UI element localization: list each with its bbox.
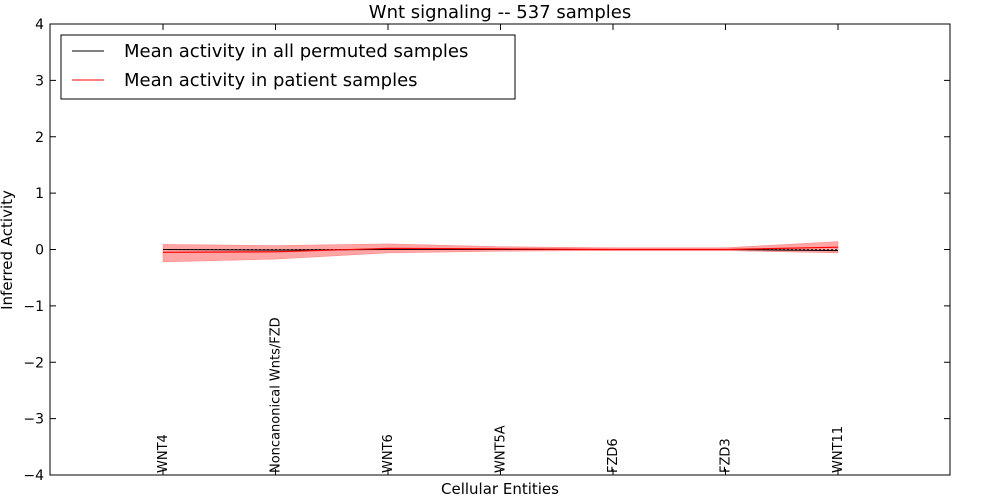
plot-frame — [49, 23, 951, 476]
category-label: FZD6 — [606, 438, 621, 473]
plot-area: 4 3 2 1 0 −1 −2 −3 −4 WNT4 Noncanonical Wnts/FZD WN… — [23, 17, 950, 484]
patient-mean-line — [162, 246, 839, 253]
category-label: WNT4 — [156, 434, 171, 473]
chart-title: Wnt signaling -- 537 samples — [369, 2, 631, 23]
y-tick-label: 4 — [35, 17, 44, 33]
category-label: Noncanonical Wnts/FZD — [269, 317, 284, 473]
y-tick-label: −1 — [23, 299, 44, 315]
y-tick-label: −4 — [23, 468, 44, 484]
legend-entry: Mean activity in all permuted samples — [124, 41, 468, 62]
category-label: WNT5A — [494, 425, 509, 473]
y-tick-label: −2 — [23, 355, 44, 371]
legend-entry: Mean activity in patient samples — [124, 70, 418, 91]
y-tick-label: 1 — [35, 186, 44, 202]
x-axis-label: Cellular Entities — [441, 480, 559, 498]
y-tick-label: 3 — [35, 73, 44, 89]
y-tick-label: 0 — [35, 243, 44, 259]
category-label: WNT11 — [831, 426, 846, 473]
patient-band — [162, 241, 839, 263]
y-axis-label: Inferred Activity — [0, 190, 16, 310]
category-label: FZD3 — [719, 438, 734, 473]
legend: Mean activity in all permuted samples Mea… — [60, 34, 516, 100]
y-tick-label: 2 — [35, 130, 44, 146]
legend-box — [60, 34, 516, 100]
category-label: WNT6 — [381, 434, 396, 473]
y-tick-label: −3 — [23, 412, 44, 428]
